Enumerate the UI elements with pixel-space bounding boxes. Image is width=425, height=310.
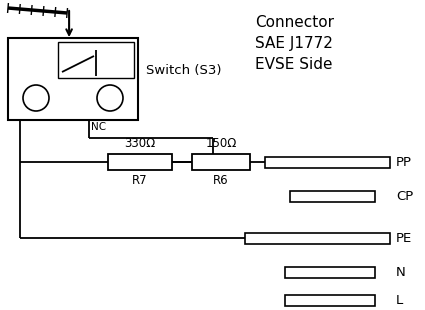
Bar [192, 154, 250, 170]
Text: CP: CP [396, 189, 413, 202]
Text: PE: PE [396, 232, 412, 245]
Bar [285, 295, 375, 306]
Text: NC: NC [91, 122, 106, 132]
Bar [58, 42, 134, 78]
Text: R7: R7 [132, 174, 148, 187]
Text: L: L [396, 294, 403, 307]
Text: Connector
SAE J1772
EVSE Side: Connector SAE J1772 EVSE Side [255, 15, 334, 72]
Bar [290, 191, 375, 202]
Text: PP: PP [396, 156, 412, 169]
Bar [285, 267, 375, 278]
Bar [245, 233, 390, 244]
Text: 330Ω: 330Ω [125, 137, 156, 150]
Text: 150Ω: 150Ω [205, 137, 237, 150]
Text: Switch (S3): Switch (S3) [146, 64, 221, 77]
Text: R6: R6 [213, 174, 229, 187]
Bar [8, 38, 138, 120]
Circle shape [97, 85, 123, 111]
Text: N: N [396, 265, 406, 278]
Bar [265, 157, 390, 168]
Bar [108, 154, 172, 170]
Circle shape [23, 85, 49, 111]
